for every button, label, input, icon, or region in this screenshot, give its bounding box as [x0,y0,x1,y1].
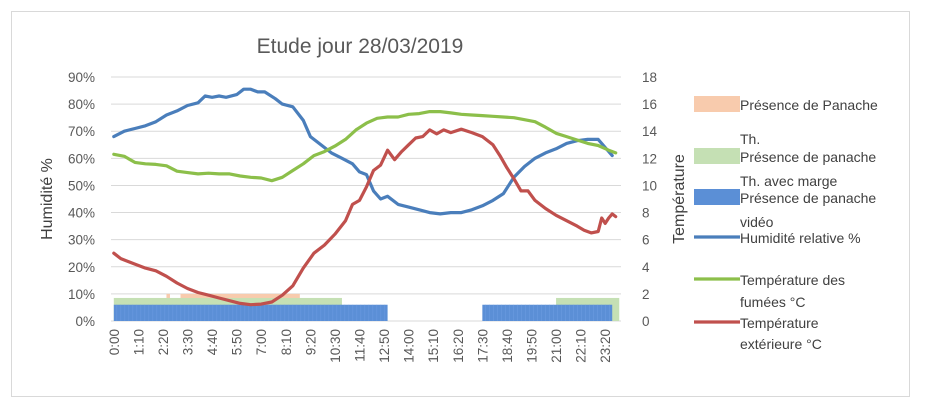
y2-tick-label: 14 [642,124,658,139]
x-tick-label: 4:40 [205,329,220,355]
x-tick-label: 23:20 [598,329,613,363]
legend-swatch-panache_th [694,96,740,112]
presence-bar-panache_video [482,304,613,321]
y-tick-label: 0% [75,314,95,329]
legend-swatch-panache_video [694,189,740,205]
x-tick-label: 9:20 [303,329,318,355]
x-tick-label: 19:50 [524,329,539,363]
y-axis-title: Humidité % [39,158,56,240]
x-tick-label: 10:30 [328,329,343,363]
y2-tick-label: 10 [642,178,657,193]
y-tick-label: 30% [68,233,95,248]
y2-tick-label: 2 [642,287,650,302]
y-tick-label: 70% [68,124,95,139]
series-line-humidite [112,87,614,216]
x-tick-label: 2:20 [156,329,171,355]
chart-frame: Etude jour 28/03/2019 0% 10% 20% 30% 40% 50% 60… [11,11,910,397]
legend-label: fumées °C [740,294,806,310]
legend-label: vidéo [740,214,774,230]
legend-label: Température des [740,272,845,288]
y-tick-label: 20% [68,260,95,275]
y-tick-label: 60% [68,151,95,166]
presence-bar-panache_video [113,304,388,321]
y-tick-label: 10% [68,287,95,302]
legend-label: Présence de panache [740,149,876,165]
x-tick-label: 1:10 [131,329,146,355]
x-tick-label: 14:00 [402,329,417,363]
legend-label: Humidité relative % [740,230,861,246]
x-tick-label: 7:00 [254,329,269,355]
x-tick-label: 21:00 [549,329,564,363]
x-tick-label: 18:40 [500,329,515,363]
y2-tick-label: 6 [642,233,650,248]
y-tick-label: 50% [68,178,95,193]
legend-label: Th. avec marge [740,173,837,189]
x-tick-label: 5:50 [230,329,245,355]
series-line-temp_fumees [112,110,618,183]
x-tick-label: 12:50 [377,329,392,363]
x-tick-label: 15:10 [426,329,441,363]
y2-axis-title: Température [671,154,688,244]
y2-tick-label: 8 [642,206,650,221]
x-tick-label: 17:30 [475,329,490,363]
legend-label: Température [740,315,819,331]
y-tick-label: 40% [68,206,95,221]
y2-tick-label: 16 [642,97,657,112]
y2-tick-label: 0 [642,314,650,329]
y-tick-label: 80% [68,97,95,112]
y2-tick-label: 4 [642,260,650,275]
y2-tick-label: 12 [642,151,657,166]
legend-label: Présence de panache [740,190,876,206]
x-tick-label: 8:10 [279,329,294,355]
legend-swatch-panache_marge [694,148,740,164]
y2-tick-label: 18 [642,70,657,85]
chart-title: Etude jour 28/03/2019 [257,35,464,58]
chart-svg: Etude jour 28/03/20190%10%20%30%40%50%60… [39,35,878,363]
x-tick-label: 11:40 [353,329,368,362]
x-tick-label: 22:10 [574,329,589,363]
x-tick-label: 3:30 [181,329,196,355]
series-line-temp_ext [112,127,618,307]
legend-label: Th. [740,131,760,147]
y-tick-label: 90% [68,70,95,85]
legend-label: extérieure °C [740,336,822,352]
legend-label: Présence de Panache [740,97,878,113]
x-tick-label: 0:00 [107,329,122,355]
x-tick-label: 16:20 [451,329,466,363]
